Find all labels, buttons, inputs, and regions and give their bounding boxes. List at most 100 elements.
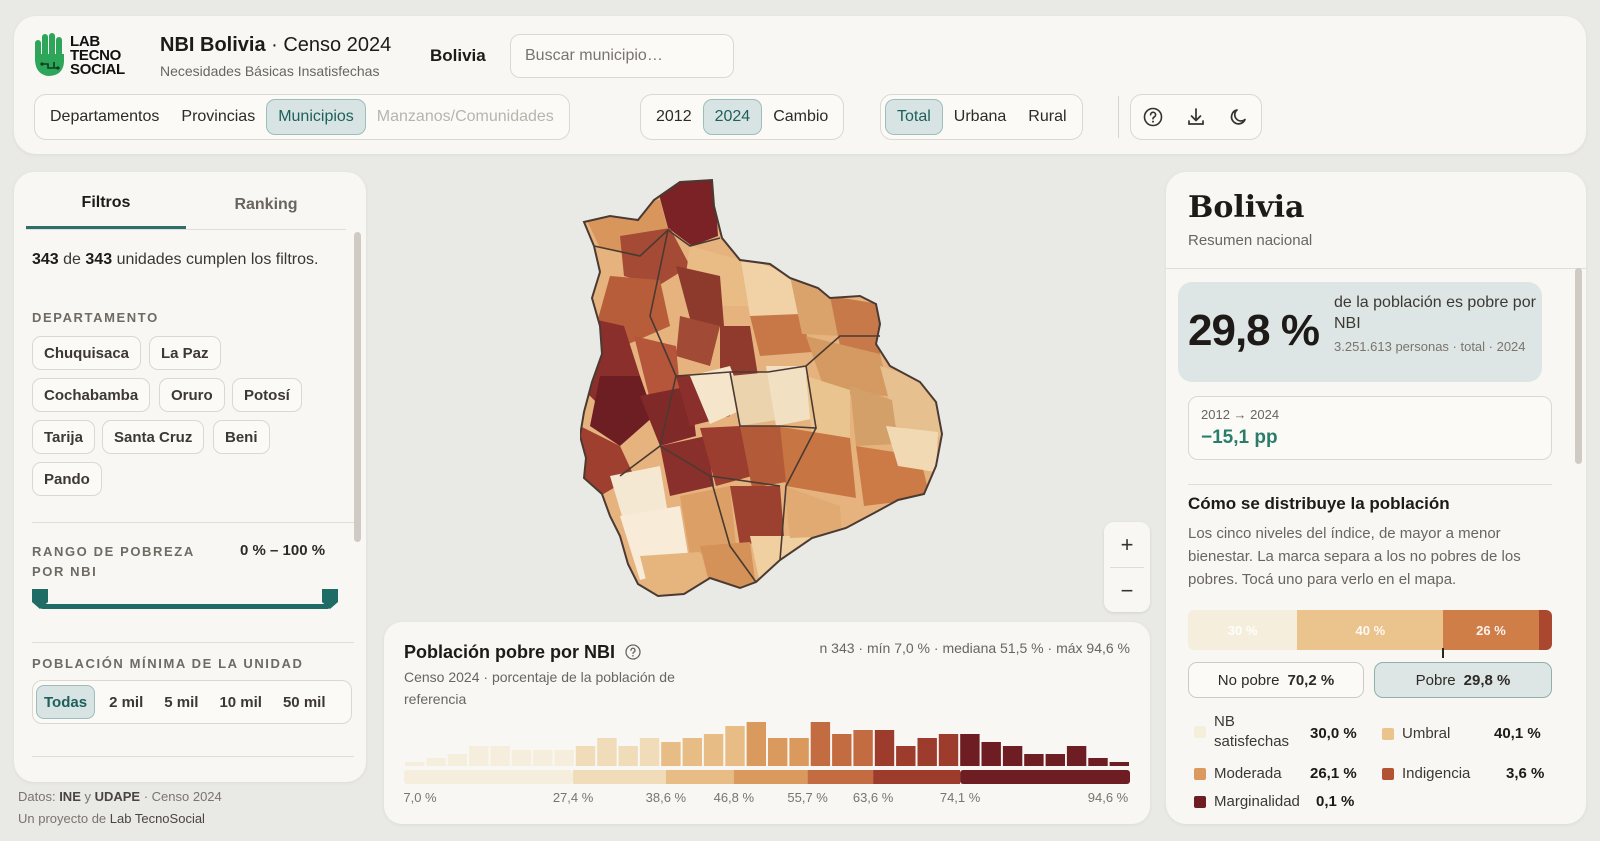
summary-scrollbar[interactable] <box>1575 268 1582 464</box>
histogram-bar[interactable] <box>533 750 553 766</box>
color-scale-segment[interactable] <box>665 770 734 784</box>
bolivia-choropleth-map[interactable] <box>580 176 960 606</box>
legend-marginalidad[interactable]: Marginalidad 0,1 % <box>1194 792 1366 814</box>
distribution-segment[interactable] <box>1538 610 1552 650</box>
chip-oruro[interactable]: Oruro <box>159 378 225 412</box>
histogram-bar[interactable] <box>405 762 425 766</box>
distribution-segment[interactable]: 40 % <box>1297 610 1444 650</box>
histogram-bar[interactable] <box>725 726 745 766</box>
area-total[interactable]: Total <box>885 99 943 135</box>
chip-chuquisaca[interactable]: Chuquisaca <box>32 336 142 370</box>
histogram-bar[interactable] <box>1024 754 1044 766</box>
no-pobre-toggle[interactable]: No pobre 70,2 % <box>1188 662 1364 698</box>
histogram-bar[interactable] <box>469 746 489 766</box>
footer-source-ine[interactable]: INE <box>59 789 81 804</box>
legend-indigencia[interactable]: Indigencia 3,6 % <box>1382 764 1552 786</box>
range-handle-min[interactable] <box>31 588 49 610</box>
info-icon[interactable] <box>624 643 642 661</box>
panel-tabs: Filtros Ranking <box>26 180 346 230</box>
chip-la-paz[interactable]: La Paz <box>149 336 221 370</box>
histogram-bar[interactable] <box>661 742 681 766</box>
dark-mode-button[interactable] <box>1223 101 1255 133</box>
chip-cochabamba[interactable]: Cochabamba <box>32 378 151 412</box>
histogram-chart[interactable] <box>404 716 1130 786</box>
histogram-bar[interactable] <box>597 738 617 766</box>
tab-ranking[interactable]: Ranking <box>234 195 298 213</box>
histogram-bar[interactable] <box>1088 758 1108 766</box>
histogram-bar[interactable] <box>490 746 510 766</box>
tab-filtros[interactable]: Filtros <box>26 180 186 229</box>
pop-todas[interactable]: Todas <box>36 685 96 719</box>
color-scale-segment[interactable] <box>404 770 574 784</box>
distribution-stacked-bar[interactable]: 30 % 40 % 26 % <box>1188 610 1552 650</box>
histogram-bar[interactable] <box>874 730 895 766</box>
histogram-bar[interactable] <box>896 746 916 766</box>
legend-moderada[interactable]: Moderada 26,1 % <box>1194 764 1366 786</box>
breadcrumb[interactable]: Bolivia <box>430 46 486 65</box>
help-button[interactable] <box>1137 101 1169 133</box>
chip-pando[interactable]: Pando <box>32 462 102 496</box>
pobre-toggle[interactable]: Pobre 29,8 % <box>1374 662 1552 698</box>
histogram-bar[interactable] <box>938 734 959 766</box>
histogram-bar[interactable] <box>746 722 766 766</box>
distribution-segment[interactable]: 26 % <box>1443 610 1539 650</box>
histogram-bar[interactable] <box>768 738 788 766</box>
chip-potosi[interactable]: Potosí <box>232 378 302 412</box>
histogram-bar[interactable] <box>703 734 724 766</box>
footer-source-udape[interactable]: UDAPE <box>94 789 141 804</box>
range-slider-track[interactable] <box>40 604 330 609</box>
pop-10-mil[interactable]: 10 mil <box>219 693 262 711</box>
histogram-bar[interactable] <box>639 738 660 766</box>
year-2012[interactable]: 2012 <box>656 108 692 125</box>
color-scale-segment[interactable] <box>960 770 1130 784</box>
histogram-bar[interactable] <box>1045 754 1065 766</box>
pop-5-mil[interactable]: 5 mil <box>164 693 199 711</box>
chip-tarija[interactable]: Tarija <box>32 420 95 454</box>
area-selector: Total Urbana Rural <box>880 94 1083 140</box>
lab-tecnosocial-logo[interactable]: LAB TECNO SOCIAL <box>34 32 144 80</box>
search-input[interactable] <box>510 34 734 78</box>
histogram-bar[interactable] <box>511 750 532 766</box>
level-departamentos[interactable]: Departamentos <box>50 108 160 125</box>
area-urbana[interactable]: Urbana <box>953 108 1007 125</box>
legend-umbral[interactable]: Umbral 40,1 % <box>1382 724 1552 746</box>
histogram-bar[interactable] <box>618 746 638 766</box>
histogram-bar[interactable] <box>1002 746 1023 766</box>
color-scale-segment[interactable] <box>573 770 666 784</box>
histogram-bar[interactable] <box>832 734 852 766</box>
histogram-bar[interactable] <box>554 750 574 766</box>
year-2024[interactable]: 2024 <box>702 99 763 135</box>
tool-icons <box>1130 94 1262 140</box>
histogram-bar[interactable] <box>810 722 831 766</box>
footer-project-link[interactable]: Lab TecnoSocial <box>109 811 205 826</box>
histogram-bar[interactable] <box>960 734 980 766</box>
histogram-bar[interactable] <box>1066 746 1087 766</box>
chip-beni[interactable]: Beni <box>213 420 270 454</box>
histogram-bar[interactable] <box>1109 762 1129 766</box>
level-municipios[interactable]: Municipios <box>266 99 366 135</box>
distribution-segment[interactable]: 30 % <box>1188 610 1298 650</box>
panel-scrollbar[interactable] <box>354 232 361 542</box>
histogram-bar[interactable] <box>447 754 468 766</box>
zoom-out-button[interactable]: − <box>1120 577 1134 603</box>
color-scale-segment[interactable] <box>733 770 808 784</box>
pop-2-mil[interactable]: 2 mil <box>109 693 144 711</box>
histogram-bar[interactable] <box>981 742 1001 766</box>
pop-50-mil[interactable]: 50 mil <box>282 693 326 711</box>
histogram-bar[interactable] <box>789 738 809 766</box>
histogram-bar[interactable] <box>682 738 702 766</box>
level-provincias[interactable]: Provincias <box>181 108 256 125</box>
chip-santa-cruz[interactable]: Santa Cruz <box>102 420 205 454</box>
range-handle-max[interactable] <box>321 588 339 610</box>
histogram-bar[interactable] <box>575 746 596 766</box>
histogram-bar[interactable] <box>853 730 873 766</box>
zoom-in-button[interactable]: + <box>1120 531 1134 557</box>
color-scale-segment[interactable] <box>807 770 874 784</box>
area-rural[interactable]: Rural <box>1028 108 1067 125</box>
year-cambio[interactable]: Cambio <box>773 108 829 125</box>
download-button[interactable] <box>1180 101 1212 133</box>
histogram-bar[interactable] <box>426 758 446 766</box>
legend-nb-satisfechas[interactable]: NB satisfechas 30,0 % <box>1194 712 1366 756</box>
color-scale-segment[interactable] <box>873 770 961 784</box>
histogram-bar[interactable] <box>917 738 937 766</box>
